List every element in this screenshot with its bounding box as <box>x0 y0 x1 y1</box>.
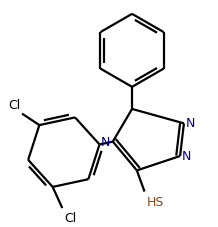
Text: N: N <box>186 116 195 129</box>
Text: N: N <box>100 136 110 148</box>
Text: Cl: Cl <box>64 211 77 224</box>
Text: N: N <box>182 149 191 162</box>
Text: HS: HS <box>146 195 164 208</box>
Text: Cl: Cl <box>8 98 20 111</box>
